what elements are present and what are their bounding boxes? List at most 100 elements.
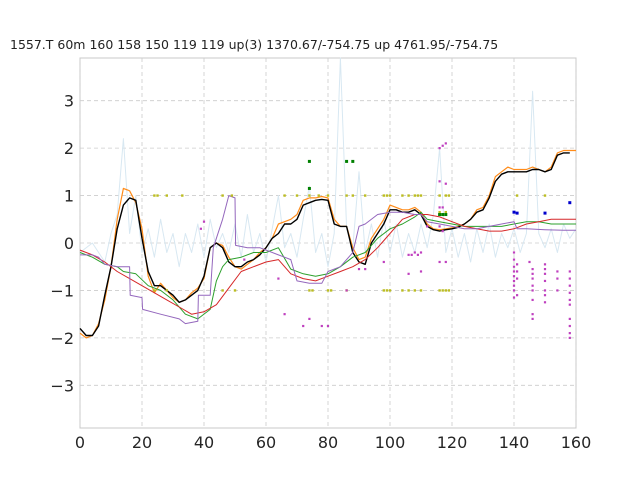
scatter-point-4 <box>543 279 547 283</box>
x-tick-label: 100 <box>375 433 406 452</box>
scatter-point-4 <box>441 144 444 147</box>
scatter-point-1 <box>438 289 441 292</box>
y-axis: −3 −2 −1 0 1 2 3 <box>50 92 74 396</box>
series-line-6 <box>80 195 576 325</box>
scatter-point-4 <box>516 270 519 273</box>
scatter-point-1 <box>419 194 423 197</box>
scatter-point-4 <box>444 182 447 185</box>
scatter-point-2 <box>441 213 445 217</box>
scatter-point-4 <box>568 291 571 294</box>
y-tick-label: 3 <box>64 92 74 111</box>
scatter-point-2 <box>307 159 311 163</box>
scatter-point-1 <box>447 289 451 292</box>
scatter-point-4 <box>426 225 429 228</box>
scatter-point-1 <box>364 194 367 197</box>
scatter-point-4 <box>543 263 547 266</box>
scatter-point-4 <box>568 270 571 273</box>
scatter-point-1 <box>230 194 234 197</box>
scatter-point-4 <box>512 251 516 254</box>
x-tick-label: 160 <box>561 433 592 452</box>
scatter-point-1 <box>326 289 330 292</box>
scatter-point-1 <box>221 194 224 197</box>
x-axis: 0 20 40 60 80 100 120 140 160 <box>75 433 591 452</box>
series-line-2 <box>79 149 576 339</box>
scatter-point-1 <box>401 289 404 292</box>
scatter-point-1 <box>311 289 314 292</box>
scatter-point-4 <box>528 260 531 264</box>
scatter-point-1 <box>438 210 441 214</box>
scatter-point-4 <box>277 277 280 280</box>
scatter-point-4 <box>438 147 441 150</box>
scatter-point-4 <box>568 284 571 287</box>
scatter-point-1 <box>385 194 389 197</box>
scatter-point-1 <box>308 289 311 292</box>
scatter-point-1 <box>401 194 404 197</box>
scatter-point-1 <box>444 194 447 197</box>
scatter-point-1 <box>444 289 447 292</box>
scatter-point-2 <box>307 186 311 190</box>
scatter-point-1 <box>165 194 168 197</box>
scatter-point-4 <box>531 289 534 292</box>
scatter-point-4 <box>531 298 534 302</box>
scatter-point-1 <box>326 194 330 197</box>
scatter-point-4 <box>568 324 571 328</box>
scatter-point-1 <box>413 194 416 197</box>
scatter-point-4 <box>568 303 571 306</box>
scatter-point-4 <box>543 294 547 297</box>
scatter-point-1 <box>419 289 423 292</box>
scatter-point-1 <box>329 289 333 292</box>
scatter-point-4 <box>512 296 516 299</box>
scatter-point-1 <box>153 194 156 197</box>
scatter-point-4 <box>320 324 323 328</box>
scatter-point-4 <box>444 260 447 264</box>
scatter-point-1 <box>317 194 320 197</box>
scatter-point-1 <box>407 194 410 197</box>
scatter-point-4 <box>419 251 423 254</box>
scatter-point-4 <box>243 258 246 261</box>
scatter-point-1 <box>382 289 385 292</box>
scatter-point-4 <box>543 289 547 292</box>
scatter-point-1 <box>233 289 237 292</box>
scatter-point-4 <box>556 270 559 273</box>
x-tick-label: 60 <box>256 433 276 452</box>
scatter-point-1 <box>515 194 519 197</box>
scatter-point-4 <box>438 260 441 264</box>
scatter-point-4 <box>413 251 416 254</box>
scatter-point-4 <box>438 206 441 209</box>
scatter-point-3 <box>512 210 516 214</box>
scatter-point-4 <box>416 253 419 256</box>
scatter-point-4 <box>438 225 441 228</box>
scatter-point-4 <box>516 294 519 297</box>
y-tick-label: −2 <box>50 329 74 348</box>
scatter-point-1 <box>345 194 348 197</box>
scatter-point-1 <box>388 194 392 197</box>
scatter-point-4 <box>345 289 348 292</box>
scatter-point-1 <box>308 194 311 197</box>
y-tick-label: −3 <box>50 376 74 395</box>
scatter-point-4 <box>531 277 534 280</box>
scatter-point-4 <box>568 317 571 320</box>
scatter-point-4 <box>438 180 441 183</box>
scatter-point-1 <box>156 194 159 197</box>
scatter-point-4 <box>444 142 447 145</box>
scatter-point-2 <box>444 213 448 217</box>
scatter-point-4 <box>516 277 519 280</box>
scatter-point-2 <box>438 213 442 217</box>
scatter-point-3 <box>568 201 572 205</box>
scatter-point-4 <box>512 275 516 278</box>
scatter-point-4 <box>512 289 516 292</box>
scatter-point-4 <box>556 277 559 280</box>
scatter-point-2 <box>345 159 349 163</box>
scatter-point-4 <box>531 284 534 287</box>
scatter-point-4 <box>531 317 534 320</box>
scatter-layer <box>153 142 572 339</box>
scatter-point-4 <box>543 301 547 304</box>
scatter-point-4 <box>302 324 305 328</box>
x-tick-label: 0 <box>75 433 85 452</box>
x-tick-label: 140 <box>499 433 530 452</box>
scatter-point-4 <box>568 298 571 302</box>
scatter-point-4 <box>531 313 534 316</box>
series-line-1 <box>79 57 577 268</box>
scatter-point-1 <box>447 194 451 197</box>
scatter-point-4 <box>568 332 571 335</box>
